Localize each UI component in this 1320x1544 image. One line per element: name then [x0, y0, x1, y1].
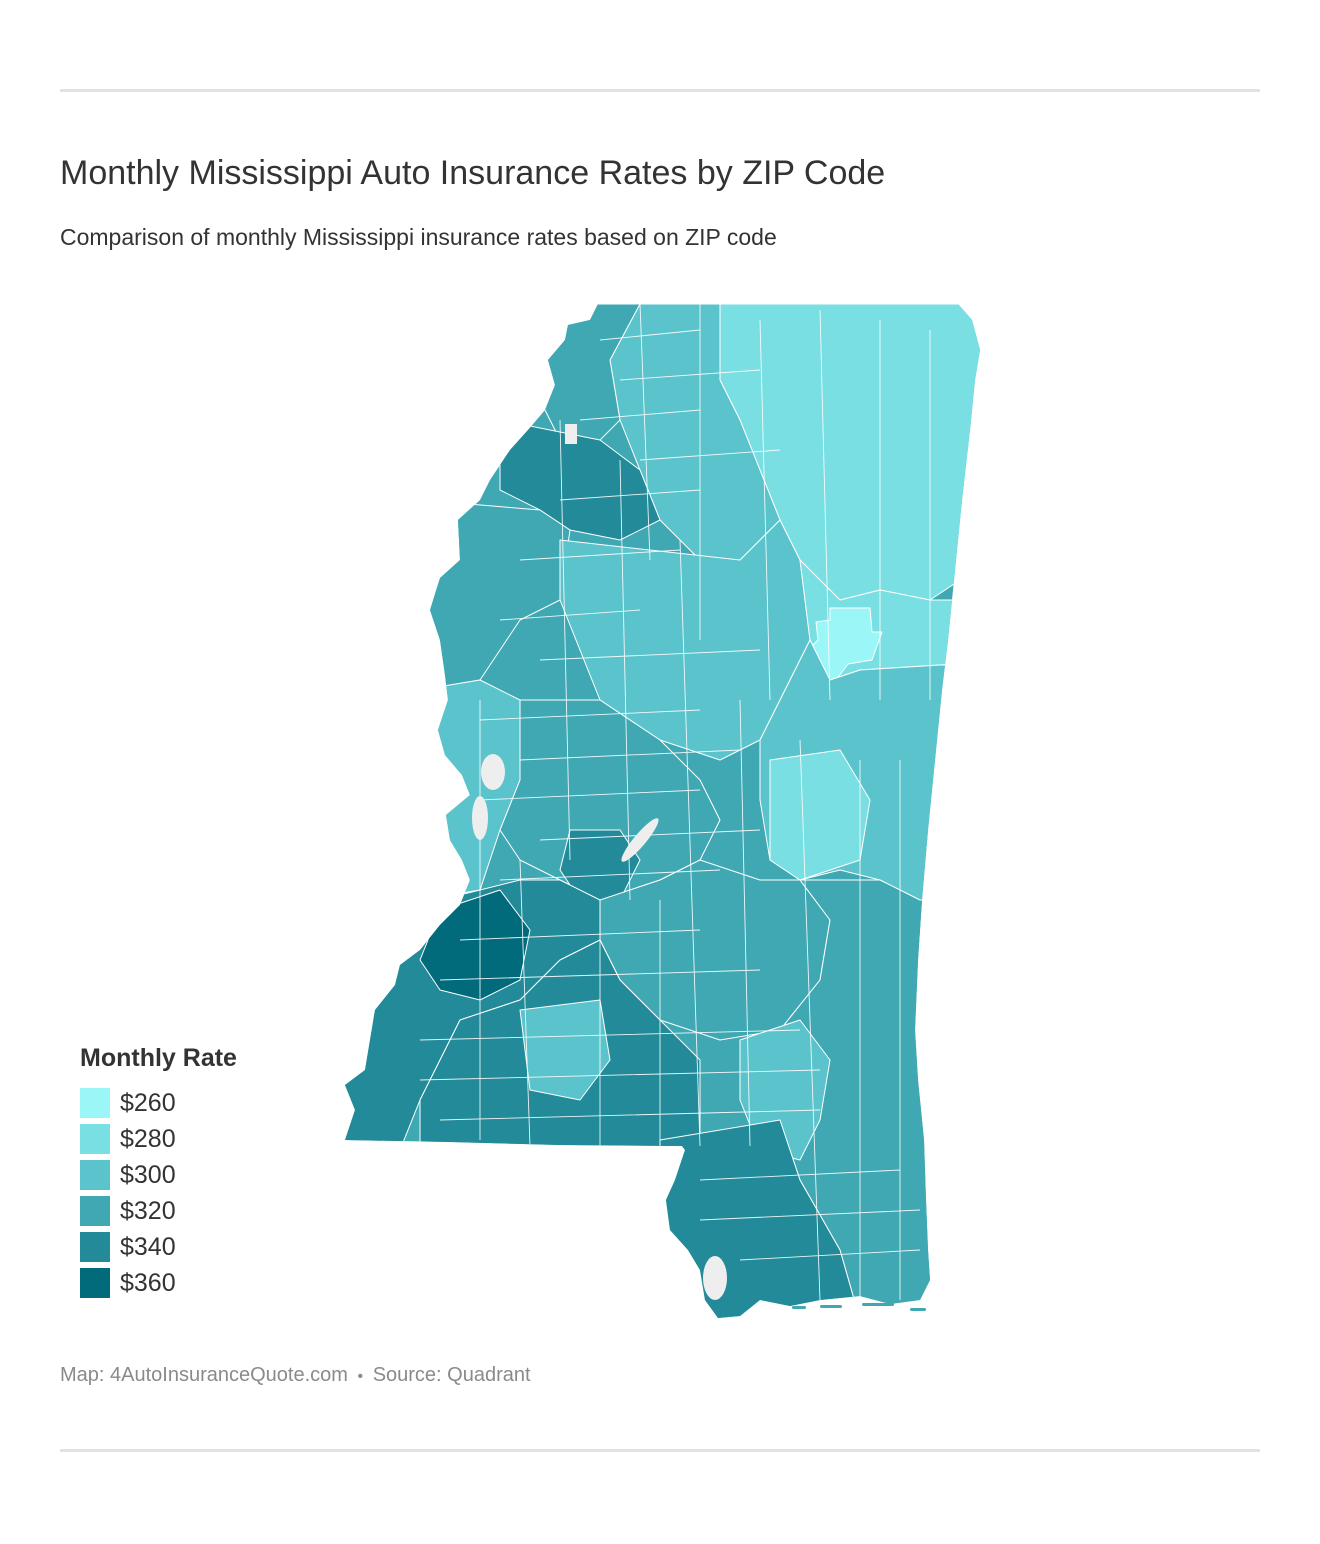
legend-swatch: [80, 1088, 110, 1118]
bottom-divider: [60, 1449, 1260, 1452]
top-divider: [60, 89, 1260, 92]
legend: Monthly Rate $260 $280 $300 $320 $340 $3…: [80, 1044, 320, 1301]
legend-swatch: [80, 1268, 110, 1298]
legend-swatch: [80, 1196, 110, 1226]
bay-st-louis: [703, 1256, 727, 1300]
legend-label: $360: [120, 1268, 176, 1297]
legend-label: $260: [120, 1088, 176, 1117]
mississippi-zip-map: [330, 290, 1000, 1330]
legend-item: $320: [80, 1193, 320, 1229]
river-oxbow-2: [472, 796, 488, 840]
map-credit: Map: 4AutoInsuranceQuote.com: [60, 1364, 348, 1386]
legend-item: $300: [80, 1157, 320, 1193]
zip-region-south-middle-light: [519, 999, 611, 1101]
sardis-lake: [565, 424, 577, 444]
river-oxbow-1: [481, 754, 505, 790]
legend-label: $280: [120, 1124, 176, 1153]
page-subtitle: Comparison of monthly Mississippi insura…: [60, 224, 777, 250]
legend-item: $260: [80, 1085, 320, 1121]
legend-label: $300: [120, 1160, 176, 1189]
legend-label: $320: [120, 1196, 176, 1225]
footer-separator: •: [357, 1368, 364, 1385]
source-credit: Source: Quadrant: [372, 1364, 531, 1386]
legend-item: $340: [80, 1229, 320, 1265]
legend-swatch: [80, 1124, 110, 1154]
barrier-islands: [792, 1303, 926, 1311]
legend-swatch: [80, 1160, 110, 1190]
legend-label: $340: [120, 1232, 176, 1261]
zip-boundaries: [419, 304, 931, 1301]
page-title: Monthly Mississippi Auto Insurance Rates…: [60, 154, 886, 192]
footer-credits: Map: 4AutoInsuranceQuote.com • Source: Q…: [60, 1364, 531, 1387]
water-bodies: [472, 424, 727, 1300]
lake-ross-barnett: [621, 818, 659, 862]
legend-item: $360: [80, 1265, 320, 1301]
legend-swatch: [80, 1232, 110, 1262]
zip-region-natchez: [419, 889, 531, 1001]
legend-title: Monthly Rate: [80, 1044, 237, 1072]
legend-item: $280: [80, 1121, 320, 1157]
